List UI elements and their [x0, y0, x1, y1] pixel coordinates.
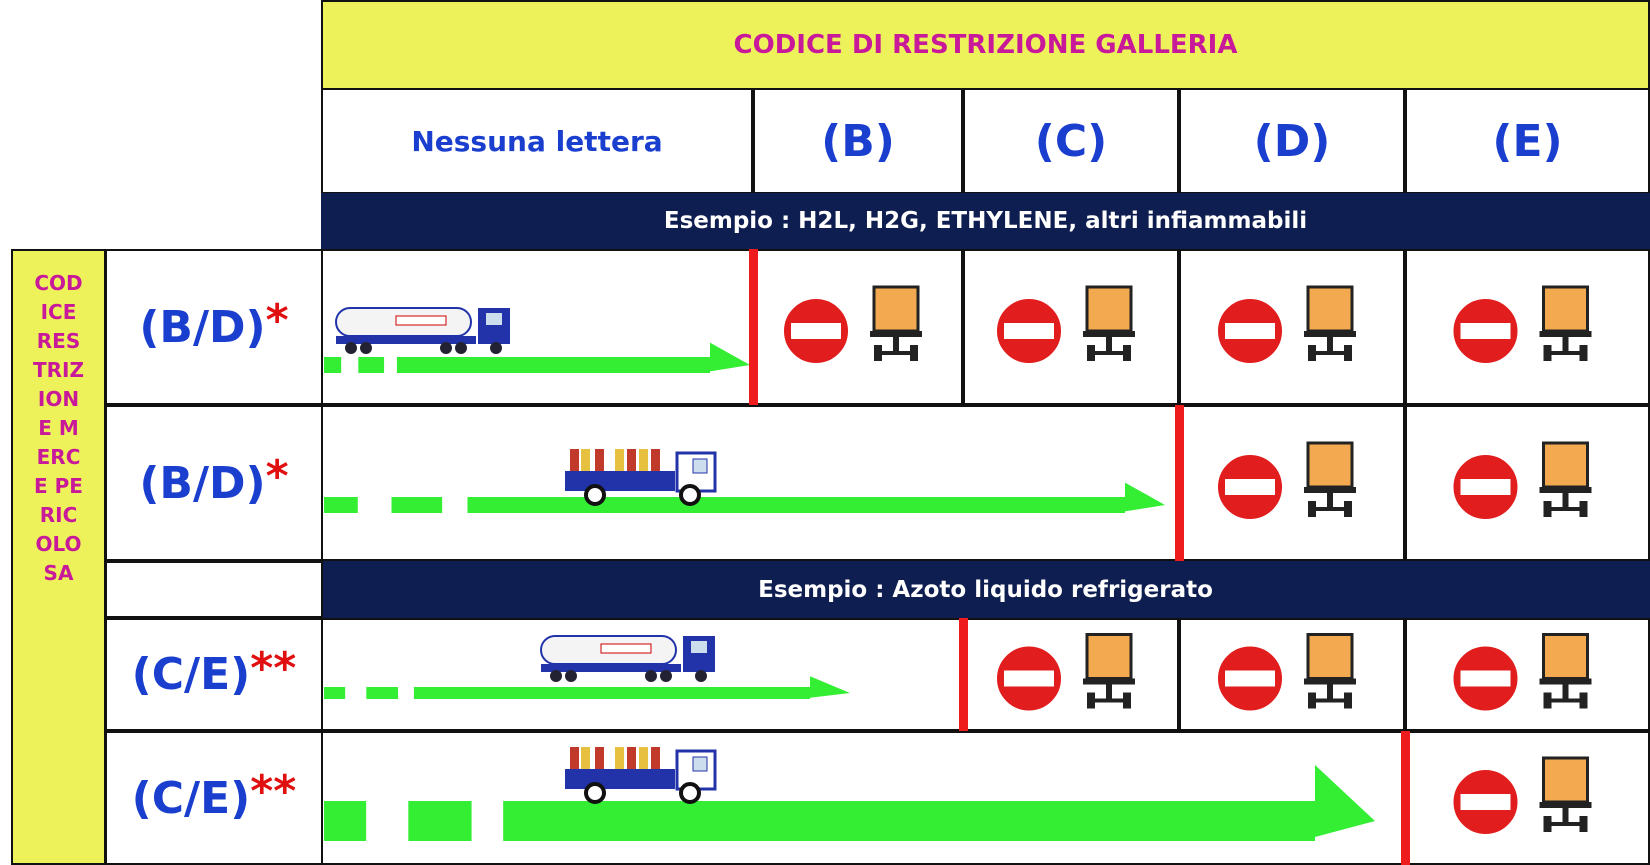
example-band: Esempio : H2L, H2G, ETHYLENE, altri infi…: [321, 193, 1650, 249]
truck-back-icon: [868, 285, 924, 363]
truck-icon: [540, 635, 716, 683]
no-entry-sign: [1451, 297, 1520, 365]
no-entry-sign: [1451, 768, 1520, 836]
truck-back-icon: [1302, 285, 1358, 363]
row-code: (B/D): [139, 457, 266, 509]
arrow: [503, 765, 1375, 841]
no-entry-sign: [782, 297, 850, 365]
arrow-dash: [391, 497, 443, 513]
blocked-cell: [1405, 405, 1650, 561]
truck-back-icon: [1538, 633, 1593, 710]
title: CODICE DI RESTRIZIONE GALLERIA: [321, 0, 1650, 90]
truck-back-icon: [1538, 285, 1593, 363]
arrow-dash: [408, 801, 472, 841]
arrow-dash: [324, 357, 342, 373]
arrow: [396, 342, 750, 373]
row-asterisk: *: [265, 295, 289, 346]
blocked-cell: [1179, 618, 1405, 731]
arrow: [413, 676, 850, 699]
barrier: [1401, 731, 1410, 865]
row-asterisk: **: [250, 642, 297, 694]
arrow-dash: [324, 687, 346, 699]
no-entry-sign: [1451, 644, 1520, 713]
blocked-cell: [1179, 249, 1405, 405]
arrow-dash: [366, 687, 399, 699]
row-asterisk: **: [250, 766, 297, 817]
truck-back-icon: [1302, 441, 1358, 519]
barrier: [959, 618, 968, 731]
arrow-dash: [324, 497, 358, 513]
blocked-cell: [1405, 618, 1650, 731]
no-entry-sign: [1451, 453, 1520, 521]
no-entry-sign: [995, 644, 1063, 713]
side-label: CODICE RESTRIZIONE MERCE PERICOLOSA: [11, 249, 106, 865]
blocked-cell: [963, 249, 1179, 405]
truck-icon: [563, 745, 717, 804]
no-entry-sign: [1216, 644, 1284, 713]
barrier: [1175, 405, 1184, 561]
row-code: (C/E): [131, 649, 251, 700]
row-code: (B/D): [139, 301, 266, 353]
row-label: (C/E) **: [105, 731, 323, 865]
row-label: (B/D) *: [105, 249, 323, 405]
barrier: [749, 249, 758, 405]
arrow-dash: [324, 801, 367, 841]
row-code: (C/E): [131, 772, 251, 824]
row-asterisk: *: [265, 451, 289, 502]
no-entry-sign: [1216, 297, 1284, 365]
truck-back-icon: [1538, 756, 1593, 834]
truck-back-icon: [1538, 441, 1593, 519]
truck-icon: [335, 307, 511, 355]
blank-cell: [105, 561, 323, 618]
arrow: [467, 482, 1166, 513]
no-entry-sign: [995, 297, 1063, 365]
arrow-dash: [358, 357, 385, 373]
column-header: Nessuna lettera: [321, 88, 753, 194]
example-band: Esempio : Azoto liquido refrigerato: [321, 561, 1650, 618]
truck-icon: [563, 447, 717, 506]
blocked-cell: [1405, 249, 1650, 405]
no-entry-sign: [1216, 453, 1284, 521]
truck-back-icon: [1302, 633, 1358, 710]
row-label: (B/D) *: [105, 405, 323, 561]
truck-back-icon: [1081, 285, 1137, 363]
truck-back-icon: [1081, 633, 1137, 710]
